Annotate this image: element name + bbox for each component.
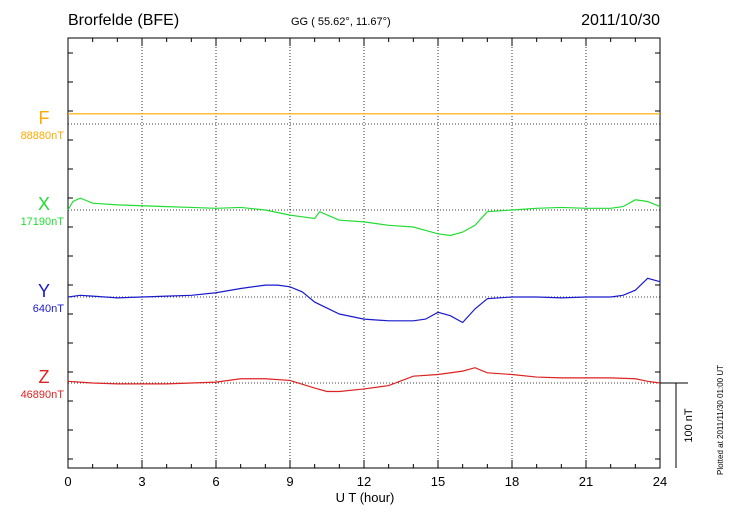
plot-frame [67,37,661,469]
component-baseline-f: 88880nT [20,130,64,142]
component-baseline-x: 17190nT [20,216,64,228]
x-tick-label: 9 [286,474,293,489]
date-title: 2011/10/30 [581,12,660,29]
x-tick-label: 12 [357,474,371,489]
x-tick-label: 21 [579,474,593,489]
station-title: Brorfelde (BFE) [68,12,180,29]
component-baseline-y: 640nT [32,303,64,315]
x-tick-label: 18 [505,474,519,489]
scale-bar: 100 nT [660,382,695,468]
x-ticks: 0 3 6 9 12 15 18 21 24 [64,38,667,489]
coordinates-label: GG ( 55.62°, 11.67°) [291,16,391,28]
trace-z [67,367,661,393]
component-label-z: Z [38,367,50,387]
x-axis-label: U T (hour) [335,490,395,505]
plotted-at-note: Plotted at 2011/11/30 01:00 UT [716,364,725,475]
grid-lines [68,38,660,468]
component-label-y: Y [37,281,50,301]
x-tick-label: 6 [212,474,219,489]
x-tick-label: 24 [653,474,667,489]
x-tick-label: 0 [64,474,71,489]
trace-y [67,277,661,324]
component-label-x: X [37,194,50,214]
scale-bar-label: 100 nT [683,408,695,443]
trace-x [67,197,661,237]
component-label-f: F [38,108,50,128]
axes [67,37,661,469]
component-baseline-z: 46890nT [20,389,64,401]
x-tick-label: 3 [138,474,145,489]
traces [67,113,661,393]
x-tick-label: 15 [431,474,445,489]
